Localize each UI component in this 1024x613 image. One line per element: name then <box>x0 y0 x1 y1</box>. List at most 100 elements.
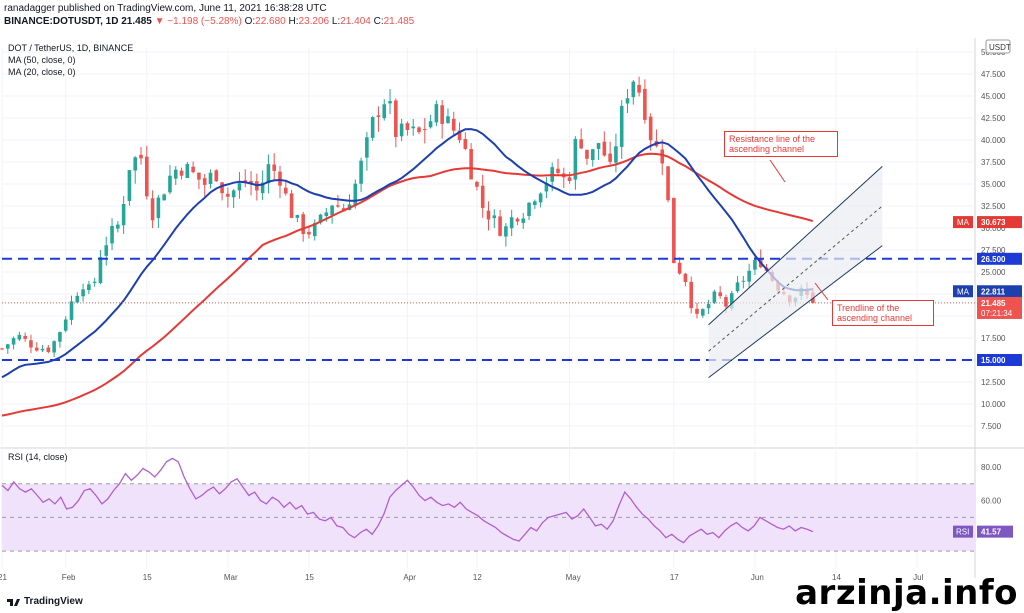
candle-body <box>11 338 16 345</box>
candle-body <box>324 212 329 217</box>
candle-body <box>556 168 560 173</box>
candle-body <box>202 178 207 185</box>
time-tick-label: 21 <box>0 573 7 582</box>
candle-body <box>538 193 543 203</box>
candle-body <box>614 146 618 163</box>
candle-body <box>747 270 751 282</box>
candle-body <box>0 348 4 350</box>
price-tick-label: 25.000 <box>981 268 1006 277</box>
candle-body <box>92 281 97 283</box>
candle-body <box>278 171 282 186</box>
candle-body <box>428 121 433 128</box>
candle-body <box>231 190 236 198</box>
candle-body <box>249 180 253 185</box>
candle-body <box>75 295 80 303</box>
candle-body <box>440 105 444 124</box>
time-tick-label: Apr <box>403 573 416 582</box>
candle-body <box>753 259 757 270</box>
price-label-value: 22.811 <box>981 287 1006 296</box>
candle-body <box>463 139 468 149</box>
candle-body <box>602 141 607 156</box>
rsi-value-box <box>977 525 1013 538</box>
close-value: 21.485 <box>383 16 415 27</box>
time-tick-label: 15 <box>143 573 152 582</box>
price-tick-label: 17.500 <box>981 334 1006 343</box>
candle-body <box>457 130 462 141</box>
candle-body <box>330 205 334 216</box>
candle-body <box>648 116 653 141</box>
price-label-box <box>977 285 1022 298</box>
price-tick-label: 42.500 <box>981 114 1006 123</box>
candle-body <box>451 118 456 131</box>
candle-body <box>388 101 392 104</box>
rsi-tick-label: 80.00 <box>981 463 1002 472</box>
candle-body <box>197 172 201 180</box>
legend-title: DOT / TetherUS, 1D, BINANCE <box>8 43 134 53</box>
tradingview-icon <box>7 598 20 606</box>
rsi-tick-label: 60.00 <box>981 497 1002 506</box>
candle-body <box>724 297 728 307</box>
candle-body <box>585 149 589 159</box>
candle-body <box>312 223 317 237</box>
candle-body <box>46 347 51 352</box>
chart-legend: DOT / TetherUS, 1D, BINANCE MA (50, clos… <box>8 42 133 78</box>
open-label: O: <box>244 16 256 27</box>
resistance-callout: Resistance line of the ascending channel <box>724 131 838 157</box>
price-label-box <box>977 296 1022 319</box>
candle-body <box>399 123 404 137</box>
candle-body <box>533 201 537 205</box>
candle-body <box>515 218 520 222</box>
ma20-line <box>1 128 813 379</box>
candle-body <box>266 164 271 184</box>
legend-ma20: MA (20, close, 0) <box>8 67 76 77</box>
time-tick-label: May <box>566 573 581 582</box>
ma-tag-label: MA <box>957 218 970 227</box>
candle-body <box>23 335 27 339</box>
publisher-line: ranadagger published on TradingView.com,… <box>4 3 327 14</box>
candle-body <box>480 185 485 208</box>
price-change: ▼ −1.198 (−5.28%) <box>154 16 242 27</box>
candle-body <box>121 203 126 226</box>
candle-body <box>301 214 305 234</box>
ma-tag-label: MA <box>957 287 970 296</box>
price-chart[interactable]: 7.50010.00012.50015.00017.50020.00022.50… <box>0 30 1024 586</box>
candle-body <box>619 105 624 147</box>
candle-body <box>706 304 711 309</box>
ma50-line <box>1 152 814 417</box>
price-label-value: 30.673 <box>981 218 1006 227</box>
candle-body <box>179 170 184 176</box>
candle-body <box>579 139 583 149</box>
price-label-value: 26.500 <box>981 255 1006 264</box>
time-tick-label: 14 <box>832 573 841 582</box>
candle-body <box>110 226 114 244</box>
rsi-line <box>1 457 814 544</box>
candle-body <box>139 154 143 159</box>
rsi-value: 41.57 <box>981 528 1002 537</box>
candle-body <box>527 202 531 216</box>
tradingview-logo[interactable]: TradingView <box>6 596 83 607</box>
candle-body <box>295 215 300 218</box>
candle-body <box>741 280 746 282</box>
ma-tag-box <box>953 216 973 229</box>
close-label: C: <box>373 16 384 27</box>
channel-trendline <box>708 245 883 378</box>
channel-fill <box>708 166 883 378</box>
candle-body <box>735 282 740 292</box>
candle-body <box>405 123 410 130</box>
candle-body <box>365 137 369 158</box>
candle-body <box>185 164 190 178</box>
candle-body <box>683 273 688 283</box>
candle-body <box>422 129 427 131</box>
price-tick-label: 7.500 <box>981 422 1002 431</box>
candle-body <box>40 348 45 351</box>
high-value: 23.206 <box>298 16 330 27</box>
candle-body <box>52 341 56 353</box>
candle-body <box>394 100 398 138</box>
candle-body <box>376 115 381 117</box>
candle-body <box>475 181 479 187</box>
currency-box <box>985 39 1011 54</box>
candle-body <box>69 301 74 320</box>
candle-body <box>486 210 491 220</box>
candle-body <box>173 169 178 179</box>
candle-body <box>521 218 526 223</box>
